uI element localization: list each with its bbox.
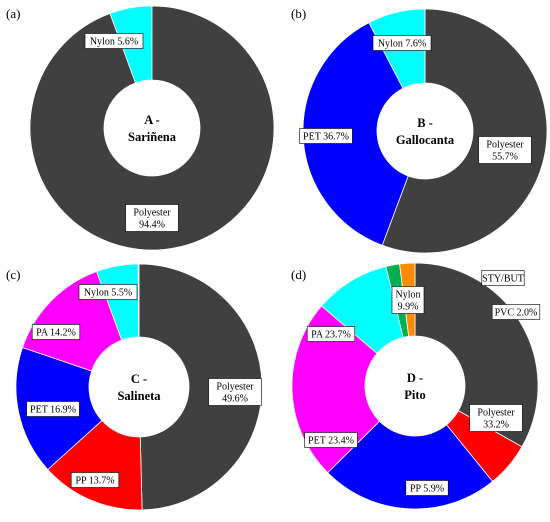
center-label: Sariñena <box>128 130 177 144</box>
slice-label: Nylon 5.5% <box>78 284 138 300</box>
slice-label: STY/BUT <box>481 270 525 286</box>
slice-label-text: Polyester <box>486 140 524 151</box>
slice-label-box <box>26 401 80 417</box>
slice-other <box>137 263 140 338</box>
center-label: B - <box>417 116 433 130</box>
slice-polyester <box>138 263 263 511</box>
slice-label-text: STY/BUT <box>482 274 524 285</box>
slice-label-box <box>299 128 353 144</box>
slice-label-text: Nylon 7.6% <box>378 39 426 50</box>
slice-label-box <box>478 136 532 164</box>
slice-label: PET 36.7% <box>299 128 353 144</box>
center-label: A - <box>144 113 160 127</box>
slice-label: PVC 2.0% <box>491 304 541 320</box>
slice-label-text: 33.2% <box>483 420 509 431</box>
slice-label-text: Nylon 5.6% <box>90 37 138 48</box>
slice-label-text: PP 13.7% <box>75 476 114 487</box>
slice-label-text: Polyester <box>216 382 254 393</box>
slice-label-text: PA 14.2% <box>36 328 76 339</box>
slice-label-text: 49.6% <box>222 394 248 405</box>
slice-polyester <box>29 5 275 251</box>
slice-label-text: Nylon <box>396 290 421 301</box>
slice-label-box <box>304 432 358 448</box>
slice-label-box <box>125 204 179 232</box>
slice-label-text: Nylon 5.5% <box>84 288 132 299</box>
slice-label-text: Polyester <box>477 408 515 419</box>
slice-label-text: PA 23.7% <box>311 330 351 341</box>
slice-label: PP 5.9% <box>405 480 449 496</box>
slice-label: PA 14.2% <box>31 324 81 340</box>
slice-label-text: PET 36.7% <box>303 132 349 143</box>
center-label: Gallocanta <box>396 133 455 147</box>
slice-label: Nylon 7.6% <box>372 35 432 51</box>
slice-label-box <box>78 284 138 300</box>
slice-pa <box>291 305 381 474</box>
slice-label-text: 55.7% <box>492 152 518 163</box>
slice-label-box <box>391 286 425 314</box>
slice-label-box <box>405 480 449 496</box>
slice-label-box <box>31 324 81 340</box>
panel-letter: (d) <box>291 267 306 282</box>
slice-label-box <box>491 304 541 320</box>
center-label: Pito <box>404 388 426 402</box>
slice-label-text: 94.4% <box>139 220 165 231</box>
slice-label-box <box>481 270 525 286</box>
panel-letter: (a) <box>6 6 20 21</box>
slice-pet <box>302 22 409 246</box>
center-label: C - <box>131 372 147 386</box>
slice-label-text: 9.9% <box>398 302 419 313</box>
slice-label: PA 23.7% <box>306 326 356 342</box>
center-label: D - <box>407 371 423 385</box>
slice-label: PET 16.9% <box>26 401 80 417</box>
panel-letter: (c) <box>6 267 20 282</box>
slice-label-text: PET 23.4% <box>308 436 354 447</box>
slice-label-box <box>372 35 432 51</box>
slice-label-box <box>84 33 144 49</box>
slice-label-text: PET 16.9% <box>30 405 76 416</box>
slice-label-box <box>306 326 356 342</box>
slice-label-box <box>70 472 120 488</box>
slice-label-text: Polyester <box>133 208 171 219</box>
slice-label: PP 13.7% <box>70 472 120 488</box>
slice-label-box <box>469 404 523 432</box>
slice-label-text: PVC 2.0% <box>495 308 538 319</box>
slice-pet <box>327 420 494 510</box>
slice-label-box <box>208 378 262 406</box>
slice-label: Nylon 5.6% <box>84 33 144 49</box>
slice-label-text: PP 5.9% <box>410 484 444 495</box>
center-label: Salineta <box>117 389 161 403</box>
slice-label: PET 23.4% <box>304 432 358 448</box>
panel-letter: (b) <box>291 6 306 21</box>
slice-polyester <box>381 8 548 254</box>
